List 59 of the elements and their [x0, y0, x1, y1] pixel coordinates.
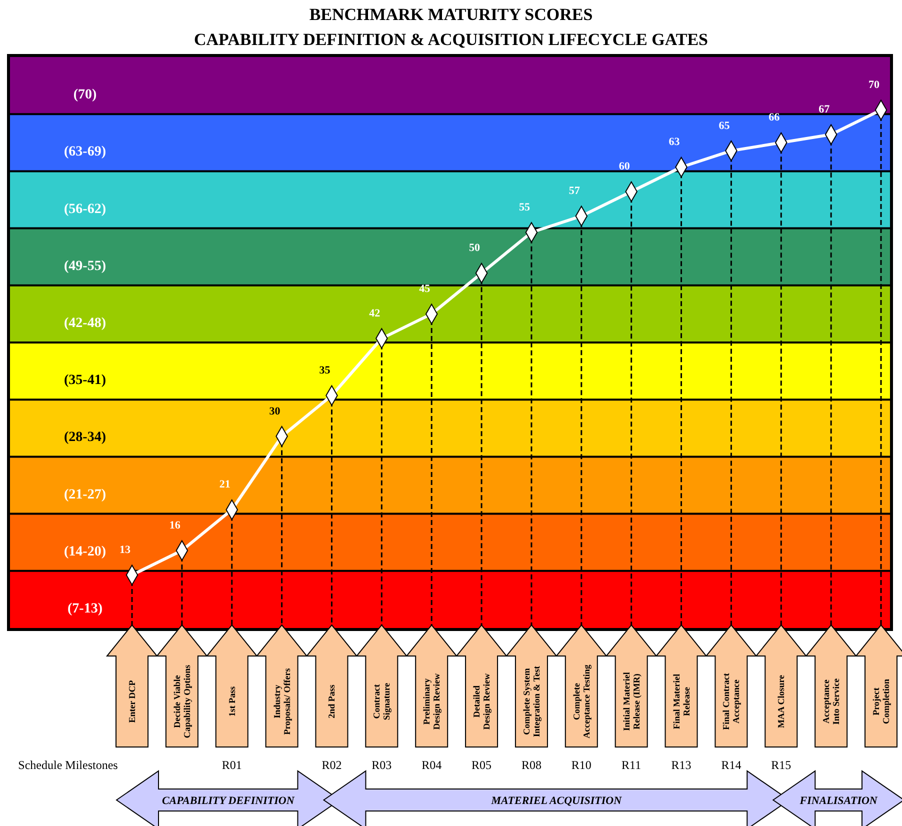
x-tick-label: Project Completion	[871, 679, 891, 724]
x-tick-label: Complete System Integration & Test	[521, 666, 542, 738]
text: MATERIEL ACQUISITION	[490, 795, 623, 807]
text: R15	[771, 758, 792, 772]
text: R11	[622, 758, 642, 772]
x-tick-label: MAA Closure	[776, 674, 786, 728]
data-label: 55	[518, 201, 530, 214]
text: CAPABILITY DEFINITION	[162, 795, 296, 807]
text: R02	[322, 758, 342, 772]
x-tick-label: Industry Proposals/ Offers	[272, 668, 292, 735]
data-label: 30	[269, 405, 281, 418]
data-label: 13	[120, 544, 131, 556]
text: R05	[472, 758, 492, 772]
data-label: 67	[818, 103, 830, 116]
x-tick-label: Initial Materiel Release (IMR)	[621, 672, 642, 731]
text: R04	[422, 758, 442, 772]
x-tick-label: Contract Signature	[372, 682, 392, 720]
text: R10	[571, 758, 592, 772]
data-label: 57	[568, 185, 580, 198]
data-label: 63	[668, 136, 680, 148]
x-tick-label: Final Contract Acceptance	[721, 673, 742, 730]
data-label: 66	[768, 112, 780, 124]
data-label: 35	[319, 364, 331, 377]
band-label: (7-13)	[68, 601, 103, 616]
data-label: 65	[718, 120, 730, 132]
band-label: (21-27)	[64, 487, 106, 502]
text: R14	[721, 758, 742, 772]
x-tick-label: Enter DCP	[127, 680, 137, 723]
chart-title: BENCHMARK MATURITY SCORES	[309, 5, 593, 24]
text: R13	[671, 758, 692, 772]
band-label: (49-55)	[64, 258, 106, 274]
text: FINALISATION	[798, 795, 878, 807]
band-label: (70)	[73, 88, 97, 103]
data-label: 21	[219, 478, 230, 491]
x-tick-label: 1st Pass	[226, 686, 237, 717]
x-tick-label: Preliminary Design Review	[422, 672, 442, 730]
data-label: 60	[618, 160, 630, 173]
data-label: 45	[419, 282, 431, 295]
data-label: 42	[369, 307, 381, 320]
band-label: (14-20)	[64, 544, 106, 560]
x-tick-label: Complete Acceptance Testing	[571, 664, 592, 738]
band-label: (28-34)	[64, 430, 106, 446]
x-tick-label: Detailed Design Review	[472, 672, 492, 730]
chart-subtitle: CAPABILITY DEFINITION & ACQUISITION LIFECYCLE GATES	[194, 30, 708, 49]
band-label: (35-41)	[64, 373, 106, 388]
x-tick-label: Acceptance Into Service	[821, 678, 842, 725]
data-label: 50	[469, 242, 481, 254]
data-label: 70	[868, 79, 880, 92]
x-tick-label: Final Materiel Release	[671, 673, 692, 730]
band-label: (63-69)	[64, 144, 106, 160]
text: R01	[222, 758, 242, 772]
text: Schedule Milestones	[18, 758, 118, 772]
band-label: (42-48)	[64, 316, 106, 331]
text: R08	[521, 758, 542, 772]
data-label: 16	[169, 520, 181, 532]
band-label: (56-62)	[64, 202, 106, 217]
text: R03	[372, 758, 392, 772]
x-tick-label: 2nd Pass	[326, 684, 337, 718]
x-tick-label: Decide Viable Capability Options	[172, 664, 192, 738]
